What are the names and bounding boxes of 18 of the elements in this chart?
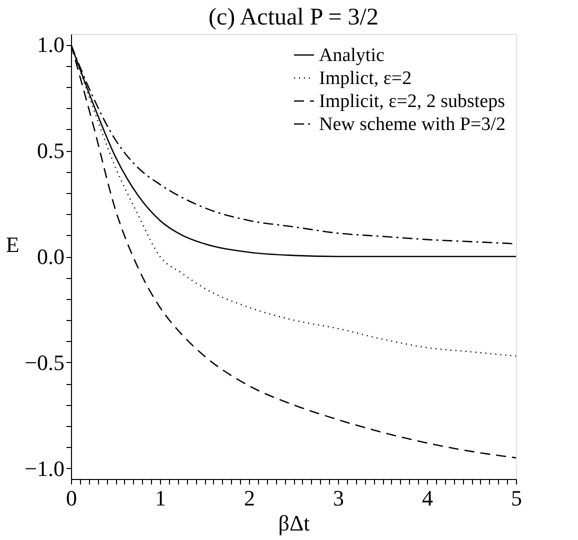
x-tick-label: 0 [66,486,77,510]
x-axis-title: βΔt [278,510,310,536]
legend-label: Implicit, ε=2, 2 substeps [319,91,505,112]
y-tick-label: 0.5 [37,138,64,164]
x-tick-label: 4 [422,486,433,510]
x-tick-label: 2 [244,486,255,510]
x-tick-label: 5 [511,486,522,510]
y-tick-label: 1.0 [37,32,64,58]
chart-title: (c) Actual P = 3/2 [208,4,378,31]
y-tick-label: 0.0 [37,244,64,269]
x-tick-label: 1 [155,486,166,510]
legend-label: Analytic [319,45,384,66]
legend-label: Implict, ε=2 [319,68,412,89]
y-tick-label: −1.0 [24,456,64,481]
x-tick-label: 3 [333,486,344,510]
legend-label: New scheme with P=3/2 [319,114,506,135]
y-axis-title: E [6,232,20,257]
y-tick-label: −0.5 [24,350,64,375]
